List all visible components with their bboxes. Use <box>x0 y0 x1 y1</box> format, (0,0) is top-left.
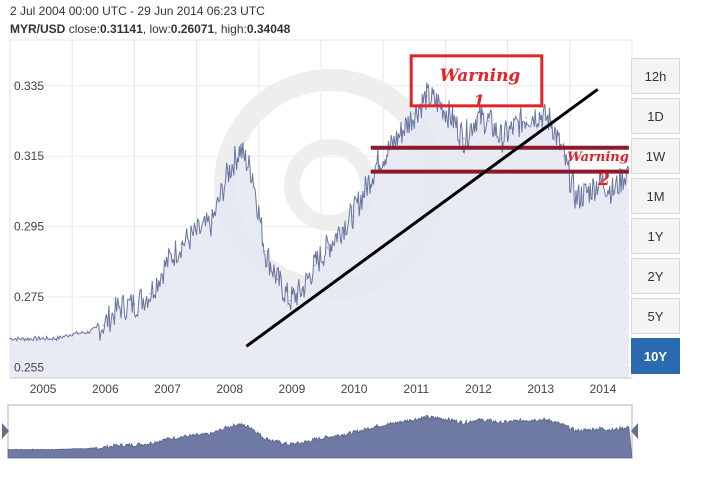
range-button-2y[interactable]: 2Y <box>631 258 680 294</box>
range-button-1m[interactable]: 1M <box>631 178 680 214</box>
x-tick-label: 2013 <box>527 382 554 396</box>
data-point <box>376 162 378 165</box>
low-value: 0.26071 <box>170 22 215 36</box>
data-point <box>289 299 291 302</box>
range-button-1w[interactable]: 1W <box>631 138 680 174</box>
quote-summary: MYR/USD close:0.31141, low:0.26071, high… <box>10 22 291 36</box>
y-tick-label: 0.255 <box>14 360 44 374</box>
data-point <box>475 116 478 119</box>
data-point <box>86 331 89 334</box>
data-point <box>575 197 577 200</box>
data-point <box>9 337 11 340</box>
symbol: MYR/USD <box>10 22 66 36</box>
axes: 0.255 0.275 0.295 0.315 0.335 2005 2006 2007 200… <box>10 79 632 396</box>
data-point <box>587 190 590 193</box>
low-label: low: <box>149 22 171 36</box>
x-tick-label: 2009 <box>279 382 306 396</box>
navigator-series <box>7 414 633 459</box>
date-range: 2 Jul 2004 00:00 UTC - 29 Jun 2014 06:23… <box>10 4 265 18</box>
data-point <box>413 113 416 115</box>
data-point <box>363 190 366 193</box>
data-point <box>612 190 615 193</box>
x-tick-label: 2012 <box>465 382 492 396</box>
y-tick-label: 0.315 <box>14 149 44 163</box>
x-tick-label: 2010 <box>341 382 368 396</box>
data-point <box>71 333 73 335</box>
data-point <box>264 250 266 253</box>
data-point <box>600 180 602 182</box>
warning-box-1 <box>409 54 544 108</box>
data-point <box>226 172 229 175</box>
warning-1-label: Warning <box>440 66 521 86</box>
data-point <box>251 172 254 175</box>
data-point <box>338 229 341 231</box>
warning-2-label: Warning <box>567 150 629 165</box>
close-label: close: <box>68 22 101 36</box>
data-point <box>463 137 465 140</box>
y-tick-label: 0.295 <box>14 220 44 234</box>
data-point <box>180 243 182 246</box>
data-point <box>301 289 304 291</box>
x-tick-label: 2014 <box>590 382 617 396</box>
range-button-12h[interactable]: 12h <box>631 58 680 94</box>
close-value: 0.31141 <box>100 22 143 36</box>
x-tick-label: 2007 <box>154 382 181 396</box>
data-point <box>276 278 279 281</box>
data-point <box>562 155 565 157</box>
data-point <box>133 303 136 305</box>
price-series <box>9 82 630 378</box>
range-button-1d[interactable]: 1D <box>631 98 680 134</box>
data-point <box>326 246 329 249</box>
data-point <box>149 292 151 295</box>
data-point <box>513 127 515 129</box>
x-tick-label: 2011 <box>403 382 429 396</box>
warning-2-number: 2 <box>597 170 610 190</box>
data-point <box>401 130 403 133</box>
range-button-10y[interactable]: 10Y <box>631 338 680 374</box>
data-point <box>195 232 198 235</box>
navigator-right-handle[interactable] <box>631 423 638 439</box>
x-tick-label: 2005 <box>30 382 57 396</box>
data-point <box>118 306 120 309</box>
x-tick-label: 2006 <box>92 382 119 396</box>
high-value: 0.34048 <box>246 22 291 36</box>
data-point <box>24 338 27 340</box>
data-point <box>351 215 353 217</box>
data-point <box>55 337 58 340</box>
data-point <box>40 337 42 340</box>
data-point <box>164 264 167 267</box>
data-point <box>450 116 453 119</box>
trend-line <box>245 88 599 348</box>
range-button-1y[interactable]: 1Y <box>631 218 680 254</box>
high-label: high: <box>220 22 247 36</box>
data-point <box>438 102 440 105</box>
data-point <box>102 324 105 326</box>
series-area <box>10 82 629 378</box>
data-point <box>211 222 213 224</box>
data-point <box>488 120 490 122</box>
y-tick-label: 0.335 <box>14 79 44 93</box>
y-tick-label: 0.275 <box>14 290 44 304</box>
x-tick-label: 2008 <box>216 382 243 396</box>
data-point <box>313 264 316 267</box>
data-point <box>425 95 428 98</box>
range-button-5y[interactable]: 5Y <box>631 298 680 334</box>
data-point <box>239 148 241 150</box>
navigator[interactable] <box>2 404 638 459</box>
navigator-left-handle[interactable] <box>2 423 9 439</box>
annotations: Warning 1 Warning 2 <box>245 54 629 348</box>
data-point <box>525 116 528 119</box>
warning-1-number: 1 <box>473 92 485 112</box>
data-point <box>500 137 503 140</box>
data-point <box>537 113 540 115</box>
data-point <box>628 168 630 170</box>
